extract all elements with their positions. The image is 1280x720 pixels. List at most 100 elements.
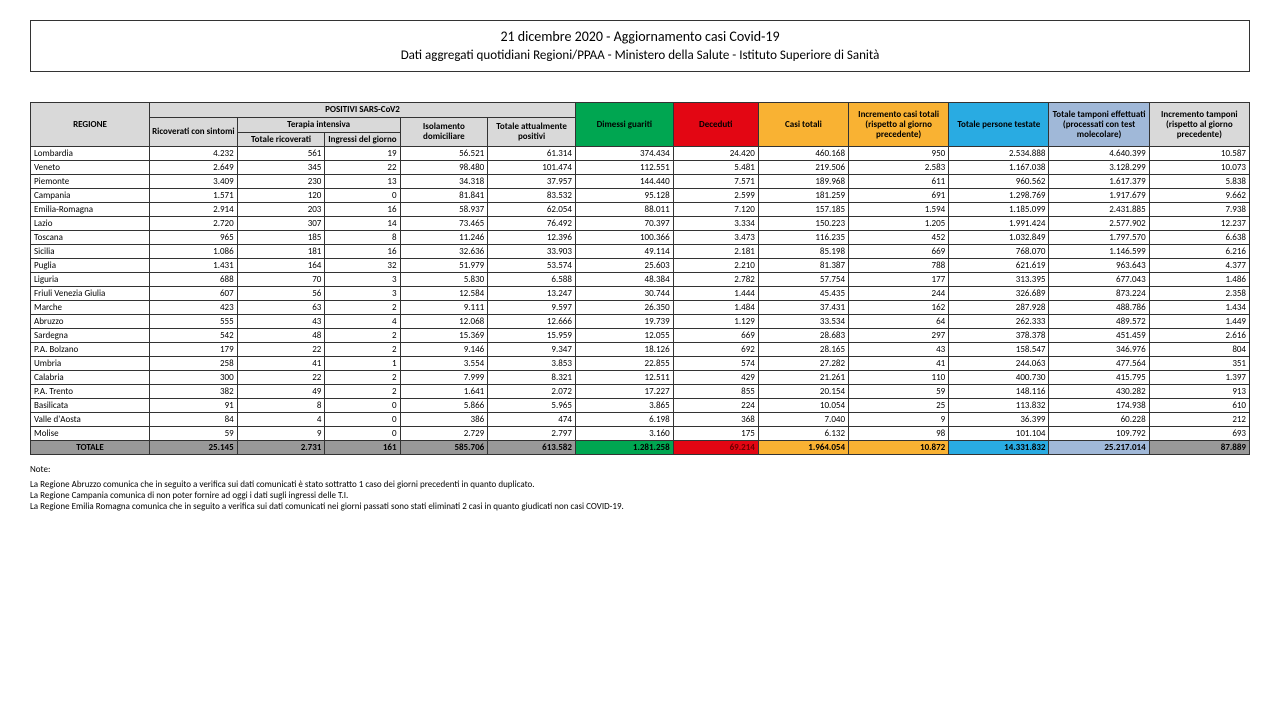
cell-value: 1.594 [849, 203, 949, 217]
table-row: Abruzzo55543412.06812.66619.7391.12933.5… [31, 315, 1250, 329]
cell-value: 112.551 [575, 161, 673, 175]
cell-value: 621.619 [949, 259, 1049, 273]
table-row: Campania1.571120081.84183.53295.1282.599… [31, 189, 1250, 203]
cell-value: 3.865 [575, 399, 673, 413]
cell-value: 33.903 [488, 245, 576, 259]
cell-value: 33.534 [758, 315, 848, 329]
cell-region: Umbria [31, 357, 150, 371]
cell-value: 3 [325, 273, 400, 287]
cell-value: 37.957 [488, 175, 576, 189]
table-row: Valle d'Aosta84403864746.1983687.040936.… [31, 413, 1250, 427]
cell-value: 13 [325, 175, 400, 189]
table-body: Lombardia4.2325611956.52161.314374.43424… [31, 147, 1250, 455]
cell-region: Liguria [31, 273, 150, 287]
cell-value: 1.449 [1149, 315, 1249, 329]
cell-value: 32.636 [400, 245, 488, 259]
cell-value: 81.387 [758, 259, 848, 273]
cell-value: 22 [237, 371, 325, 385]
cell-value: 1.917.679 [1049, 189, 1149, 203]
cell-value: 113.832 [949, 399, 1049, 413]
cell-value: 16 [325, 245, 400, 259]
cell-region: Molise [31, 427, 150, 441]
cell-value: 7.120 [673, 203, 758, 217]
cell-value: 10.587 [1149, 147, 1249, 161]
cell-value: 185 [237, 231, 325, 245]
cell-value: 4.377 [1149, 259, 1249, 273]
cell-value: 477.564 [1049, 357, 1149, 371]
cell-value: 12.584 [400, 287, 488, 301]
cell-value: 181.259 [758, 189, 848, 203]
table-row: Emilia-Romagna2.9142031658.93762.05488.0… [31, 203, 1250, 217]
note-line: La Regione Emilia Romagna comunica che i… [30, 502, 1250, 513]
cell-value: 53.574 [488, 259, 576, 273]
cell-value: 415.795 [1049, 371, 1149, 385]
col-incremento-tamponi: Incremento tamponi (rispetto al giorno p… [1149, 102, 1249, 147]
col-ricoverati: Ricoverati con sintomi [150, 117, 238, 147]
cell-value: 60.228 [1049, 413, 1149, 427]
cell-value: 17.227 [575, 385, 673, 399]
cell-value: 6.588 [488, 273, 576, 287]
table-row: Puglia1.4311643251.97953.57425.6032.2108… [31, 259, 1250, 273]
cell-value: 2 [325, 329, 400, 343]
cell-value: 150.223 [758, 217, 848, 231]
cell-value: 2.782 [673, 273, 758, 287]
cell-value: 116.235 [758, 231, 848, 245]
cell-value: 1.397 [1149, 371, 1249, 385]
table-row-total: TOTALE25.1452.731161585.706613.5821.281.… [31, 441, 1250, 455]
table-row: Marche4236329.1119.59726.3501.48437.4311… [31, 301, 1250, 315]
cell-value: 1.032.849 [949, 231, 1049, 245]
cell-value: 2.797 [488, 427, 576, 441]
cell-value: 1.991.424 [949, 217, 1049, 231]
cell-value: 24.420 [673, 147, 758, 161]
cell-value: 430.282 [1049, 385, 1149, 399]
header-subtitle: Dati aggregati quotidiani Regioni/PPAA -… [41, 47, 1239, 65]
cell-value: 49 [237, 385, 325, 399]
cell-value: 30.744 [575, 287, 673, 301]
cell-value: 175 [673, 427, 758, 441]
cell-value: 59 [849, 385, 949, 399]
cell-value: 0 [325, 399, 400, 413]
cell-value: 610 [1149, 399, 1249, 413]
col-incremento-casi: Incremento casi totali (rispetto al gior… [849, 102, 949, 147]
cell-value: 22 [237, 343, 325, 357]
cell-value: 1.434 [1149, 301, 1249, 315]
cell-value: 28.165 [758, 343, 848, 357]
cell-value: 460.168 [758, 147, 848, 161]
cell-value: 6.198 [575, 413, 673, 427]
data-table: REGIONE POSITIVI SARS-CoV2 Dimessi guari… [30, 102, 1250, 456]
col-tot-positivi: Totale attualmente positivi [488, 117, 576, 147]
cell-value: 22.855 [575, 357, 673, 371]
cell-value: 382 [150, 385, 238, 399]
cell-value: 1.484 [673, 301, 758, 315]
cell-value: 0 [325, 189, 400, 203]
cell-value: 0 [325, 427, 400, 441]
cell-value: 144.440 [575, 175, 673, 189]
cell-value: 177 [849, 273, 949, 287]
cell-value: 109.792 [1049, 427, 1149, 441]
cell-value: 63 [237, 301, 325, 315]
cell-region: Piemonte [31, 175, 150, 189]
cell-value: 148.116 [949, 385, 1049, 399]
cell-value: 2.599 [673, 189, 758, 203]
cell-value: 693 [1149, 427, 1249, 441]
cell-value: 88.011 [575, 203, 673, 217]
cell-value: 100.366 [575, 231, 673, 245]
table-row: Lombardia4.2325611956.52161.314374.43424… [31, 147, 1250, 161]
table-row: Basilicata91805.8665.9653.86522410.05425… [31, 399, 1250, 413]
cell-value: 81.841 [400, 189, 488, 203]
table-row: Sicilia1.0861811632.63633.90349.1142.181… [31, 245, 1250, 259]
cell-value: 203 [237, 203, 325, 217]
header-box: 21 dicembre 2020 - Aggiornamento casi Co… [30, 20, 1250, 72]
cell-value: 41 [849, 357, 949, 371]
cell-value: 1.205 [849, 217, 949, 231]
cell-region: Valle d'Aosta [31, 413, 150, 427]
cell-value: 9.662 [1149, 189, 1249, 203]
cell-value: 1.486 [1149, 273, 1249, 287]
col-persone-testate: Totale persone testate [949, 102, 1049, 147]
cell-value: 27.282 [758, 357, 848, 371]
cell-value: 688 [150, 273, 238, 287]
cell-value: 611 [849, 175, 949, 189]
cell-value: 8 [237, 399, 325, 413]
cell-total-value: 25.217.014 [1049, 441, 1149, 455]
cell-value: 287.928 [949, 301, 1049, 315]
